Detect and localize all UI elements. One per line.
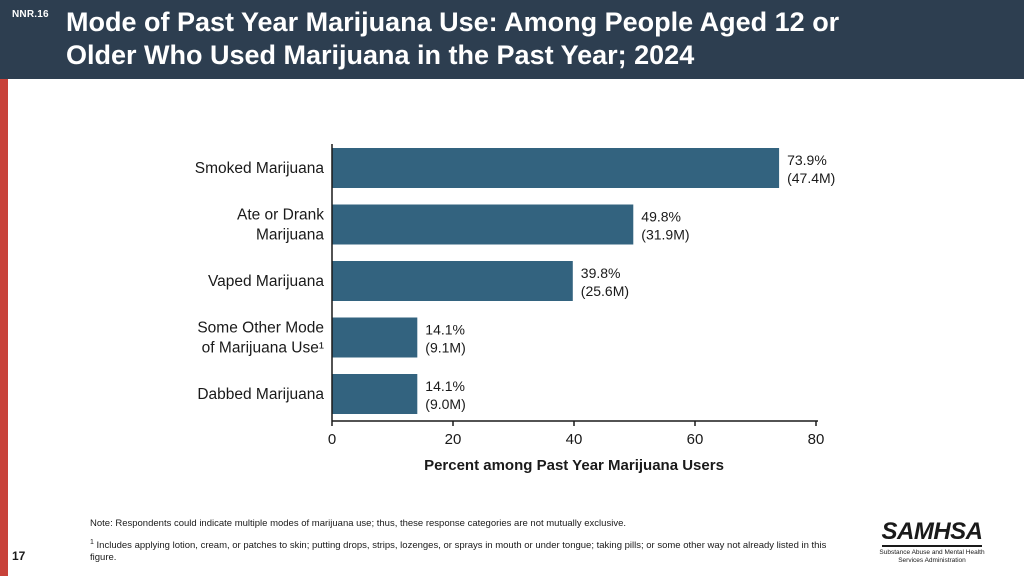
bar	[332, 317, 418, 358]
x-tick-label: 20	[445, 431, 462, 448]
category-label: Ate or Drank	[237, 207, 324, 224]
bar	[332, 148, 780, 188]
data-label-count: (31.9M)	[641, 227, 689, 243]
logo-subtitle-line: Services Administration	[898, 557, 966, 564]
data-label-count: (9.0M)	[425, 396, 465, 412]
slide-title: Mode of Past Year Marijuana Use: Among P…	[66, 6, 966, 72]
logo-rule	[882, 545, 982, 547]
category-label: Some Other Mode	[197, 320, 324, 337]
bar-chart: 73.9% (47.4M) Smoked Marijuana 49.8% (31.9M)…	[195, 144, 835, 474]
page-number: 17	[12, 549, 26, 563]
x-axis-title: Percent among Past Year Marijuana Users	[424, 457, 724, 474]
data-label-percent: 49.8%	[641, 209, 681, 225]
bar	[332, 261, 573, 301]
category-label: Dabbed Marijuana	[197, 386, 324, 403]
logo-subtitle-line: Substance Abuse and Mental Health	[879, 549, 985, 556]
category-label: Smoked Marijuana	[195, 160, 325, 177]
footnote-text: Includes applying lotion, cream, or patc…	[90, 540, 827, 564]
slide-title-line: Older Who Used Marijuana in the Past Yea…	[66, 40, 695, 70]
bar	[332, 374, 418, 414]
samhsa-logo: SAMHSA Substance Abuse and Mental Health…	[878, 519, 986, 565]
data-label-percent: 14.1%	[425, 378, 465, 394]
x-tick-label: 80	[808, 431, 825, 448]
x-tick-label: 60	[687, 431, 704, 448]
footnote-marker: 1	[90, 539, 94, 546]
category-label: Marijuana	[256, 227, 324, 244]
x-tick-label: 40	[566, 431, 583, 448]
bar	[332, 204, 634, 245]
data-label-count: (9.1M)	[425, 340, 465, 356]
category-label: Vaped Marijuana	[208, 273, 324, 290]
logo-wordmark: SAMHSA	[881, 518, 983, 545]
slide-title-line: Mode of Past Year Marijuana Use: Among P…	[66, 7, 840, 37]
note-text: Note: Respondents could indicate multipl…	[90, 518, 626, 529]
category-label: of Marijuana Use¹	[202, 340, 324, 357]
accent-stripe	[0, 0, 8, 576]
slide-code: NNR.16	[12, 9, 49, 20]
x-tick-label: 0	[328, 431, 336, 448]
data-label-count: (25.6M)	[581, 283, 629, 299]
data-label-percent: 14.1%	[425, 322, 465, 338]
data-label-percent: 73.9%	[787, 152, 827, 168]
data-label-percent: 39.8%	[581, 265, 621, 281]
logo-subtitle: Substance Abuse and Mental Health Servic…	[878, 549, 986, 565]
slide-header: NNR.16 Mode of Past Year Marijuana Use: …	[0, 0, 1024, 79]
footnote: 1 Includes applying lotion, cream, or pa…	[90, 537, 850, 564]
data-label-count: (47.4M)	[787, 170, 835, 186]
